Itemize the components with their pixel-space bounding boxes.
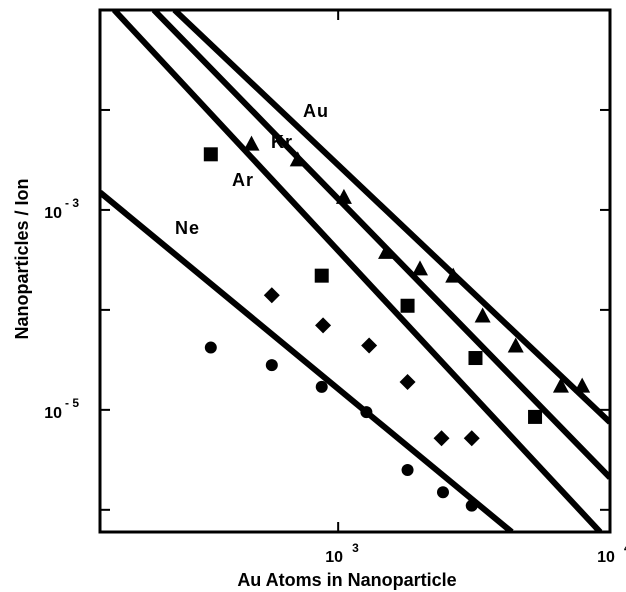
- data-point-ne: [265, 359, 278, 372]
- data-point-ne: [465, 499, 478, 512]
- data-point-ar: [263, 287, 280, 304]
- data-point-kr: [468, 351, 483, 366]
- y-tick-label: 10: [44, 405, 62, 422]
- y-tick-label: 10: [44, 205, 62, 222]
- axis-ticks: 10310410- 510- 3: [44, 9, 626, 566]
- fit-line-kr: [151, 10, 610, 480]
- data-point-ne: [204, 341, 217, 354]
- fit-line-ar: [112, 10, 603, 532]
- series-label-kr: Kr: [271, 132, 293, 152]
- data-point-ar: [361, 337, 378, 354]
- series-label-ne: Ne: [175, 218, 200, 238]
- data-point-au: [378, 243, 395, 259]
- series-labels: Au Kr Ar Ne: [175, 101, 329, 238]
- data-point-au: [574, 377, 591, 393]
- data-point-ar: [433, 430, 450, 447]
- y-tick-exponent: - 5: [65, 396, 79, 410]
- data-point-au: [411, 260, 428, 276]
- x-tick-exponent: 3: [352, 541, 359, 555]
- data-point-ne: [401, 464, 414, 477]
- x-tick-label: 10: [597, 549, 615, 566]
- data-point-au: [289, 151, 306, 167]
- data-point-ar: [399, 373, 416, 390]
- data-point-ne: [315, 380, 328, 393]
- data-point-au: [335, 188, 352, 204]
- data-point-kr: [203, 147, 218, 162]
- fit-lines: [100, 10, 610, 532]
- fit-line-ne: [100, 190, 514, 532]
- data-point-au: [445, 267, 462, 283]
- data-point-ne: [360, 406, 373, 419]
- series-label-ar: Ar: [232, 170, 254, 190]
- data-point-ne: [436, 486, 449, 499]
- data-point-au: [507, 337, 524, 353]
- plot-frame: [98, 8, 612, 534]
- data-points: [203, 135, 591, 512]
- data-point-ar: [463, 430, 480, 447]
- y-tick-exponent: - 3: [65, 196, 79, 210]
- data-point-kr: [400, 298, 415, 313]
- data-point-au: [474, 307, 491, 323]
- series-label-au: Au: [303, 101, 329, 121]
- data-point-kr: [314, 268, 329, 283]
- data-point-au: [552, 377, 569, 393]
- x-axis-label: Au Atoms in Nanoparticle: [237, 570, 456, 590]
- data-point-kr: [528, 409, 543, 424]
- y-axis-label: Nanoparticles / Ion: [12, 178, 32, 339]
- fit-line-au: [172, 10, 610, 425]
- data-point-au: [243, 135, 260, 151]
- data-point-ar: [315, 317, 332, 334]
- x-tick-label: 10: [325, 549, 343, 566]
- x-tick-exponent: 4: [624, 541, 626, 555]
